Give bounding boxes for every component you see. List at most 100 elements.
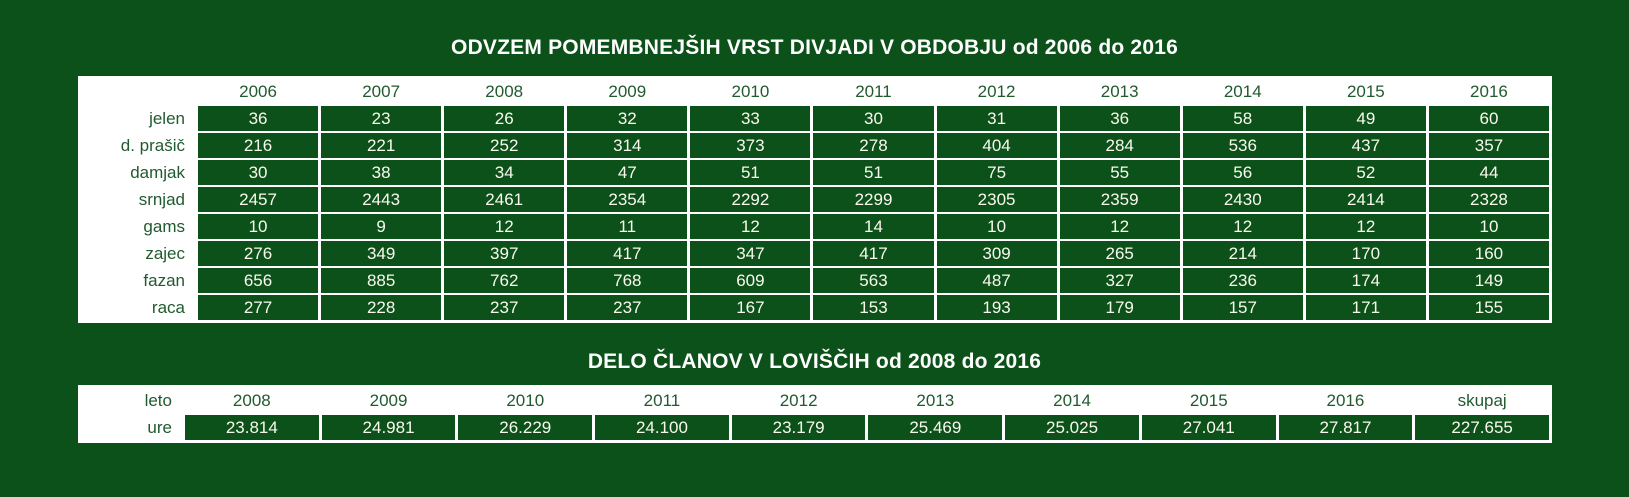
data-cell: 373	[690, 133, 811, 158]
data-cell: 23	[321, 106, 442, 131]
data-cell: 11	[567, 214, 688, 239]
data-cell: 277	[198, 295, 319, 320]
data-cell: 2328	[1428, 187, 1549, 212]
data-cell: 23.179	[731, 415, 866, 440]
data-cell: 762	[444, 268, 565, 293]
data-cell: 170	[1305, 241, 1426, 266]
data-cell: 55	[1059, 160, 1180, 185]
data-cell: 327	[1059, 268, 1180, 293]
year-header-cell: 2010	[690, 79, 811, 104]
year-header-cell: 2008	[185, 388, 319, 413]
data-cell: 10	[1428, 214, 1549, 239]
data-cell: 2430	[1182, 187, 1303, 212]
data-cell: 38	[321, 160, 442, 185]
data-cell: 609	[690, 268, 811, 293]
year-header-cell: skupaj	[1415, 388, 1549, 413]
data-cell: 536	[1182, 133, 1303, 158]
data-cell: 563	[813, 268, 934, 293]
data-cell: 25.025	[1005, 415, 1139, 440]
species-row-label: jelen	[81, 106, 195, 131]
data-cell: 768	[567, 268, 688, 293]
data-cell: 2461	[444, 187, 565, 212]
species-row-label: gams	[81, 214, 195, 239]
year-header-cell: 2009	[567, 79, 688, 104]
data-cell: 27.041	[1141, 415, 1276, 440]
data-cell: 47	[567, 160, 688, 185]
harvest-table: 2006 2007 2008 2009 2010 2011 2012 2013 2014 2015…	[78, 76, 1552, 323]
data-cell: 417	[813, 241, 934, 266]
year-header-cell: 2013	[1059, 79, 1180, 104]
data-cell: 32	[567, 106, 688, 131]
year-header-cell: 2012	[936, 79, 1057, 104]
leto-row-label: leto	[81, 388, 182, 413]
data-cell: 314	[567, 133, 688, 158]
data-cell: 52	[1305, 160, 1426, 185]
data-cell: 167	[690, 295, 811, 320]
data-cell: 23.814	[185, 415, 319, 440]
data-cell: 2359	[1059, 187, 1180, 212]
data-cell: 27.817	[1278, 415, 1413, 440]
data-cell: 228	[321, 295, 442, 320]
year-header-cell: 2014	[1182, 79, 1303, 104]
data-cell: 24.981	[321, 415, 456, 440]
data-cell: 349	[321, 241, 442, 266]
year-header-cell: 2007	[321, 79, 442, 104]
data-cell: 51	[690, 160, 811, 185]
data-cell: 24.100	[595, 415, 729, 440]
year-header-cell: 2013	[868, 388, 1003, 413]
species-row-label: zajec	[81, 241, 195, 266]
data-cell: 284	[1059, 133, 1180, 158]
data-cell: 2457	[198, 187, 319, 212]
work-hours-table: leto 2008 2009 2010 2011 2012 2013 2014 2015 2016…	[78, 385, 1552, 443]
data-cell: 216	[198, 133, 319, 158]
year-header-cell: 2008	[444, 79, 565, 104]
corner-cell	[81, 79, 195, 104]
year-header-cell: 2015	[1141, 388, 1276, 413]
data-cell: 56	[1182, 160, 1303, 185]
data-cell: 49	[1305, 106, 1426, 131]
data-cell: 2305	[936, 187, 1057, 212]
data-cell: 33	[690, 106, 811, 131]
data-cell: 9	[321, 214, 442, 239]
data-cell: 487	[936, 268, 1057, 293]
year-header-cell: 2012	[731, 388, 866, 413]
data-cell: 193	[936, 295, 1057, 320]
data-cell: 51	[813, 160, 934, 185]
data-cell: 26	[444, 106, 565, 131]
data-cell: 157	[1182, 295, 1303, 320]
data-cell: 34	[444, 160, 565, 185]
ure-row-label: ure	[81, 415, 182, 440]
data-cell: 75	[936, 160, 1057, 185]
data-cell: 347	[690, 241, 811, 266]
data-cell: 309	[936, 241, 1057, 266]
harvest-table-title: ODVZEM POMEMBNEJŠIH VRST DIVJADI V OBDOB…	[451, 36, 1178, 59]
data-cell: 12	[690, 214, 811, 239]
data-cell: 2292	[690, 187, 811, 212]
data-cell: 2414	[1305, 187, 1426, 212]
data-cell: 174	[1305, 268, 1426, 293]
data-cell: 12	[444, 214, 565, 239]
data-cell: 437	[1305, 133, 1426, 158]
data-cell: 221	[321, 133, 442, 158]
data-cell: 25.469	[868, 415, 1003, 440]
data-cell: 417	[567, 241, 688, 266]
data-cell: 357	[1428, 133, 1549, 158]
species-row-label: fazan	[81, 268, 195, 293]
data-cell: 265	[1059, 241, 1180, 266]
data-cell: 36	[1059, 106, 1180, 131]
data-cell: 60	[1428, 106, 1549, 131]
data-cell: 227.655	[1415, 415, 1549, 440]
year-header-cell: 2011	[813, 79, 934, 104]
data-cell: 2354	[567, 187, 688, 212]
data-cell: 236	[1182, 268, 1303, 293]
data-cell: 30	[198, 160, 319, 185]
data-cell: 149	[1428, 268, 1549, 293]
species-row-label: raca	[81, 295, 195, 320]
data-cell: 404	[936, 133, 1057, 158]
data-cell: 155	[1428, 295, 1549, 320]
data-cell: 276	[198, 241, 319, 266]
data-cell: 14	[813, 214, 934, 239]
year-header-cell: 2014	[1005, 388, 1139, 413]
data-cell: 252	[444, 133, 565, 158]
